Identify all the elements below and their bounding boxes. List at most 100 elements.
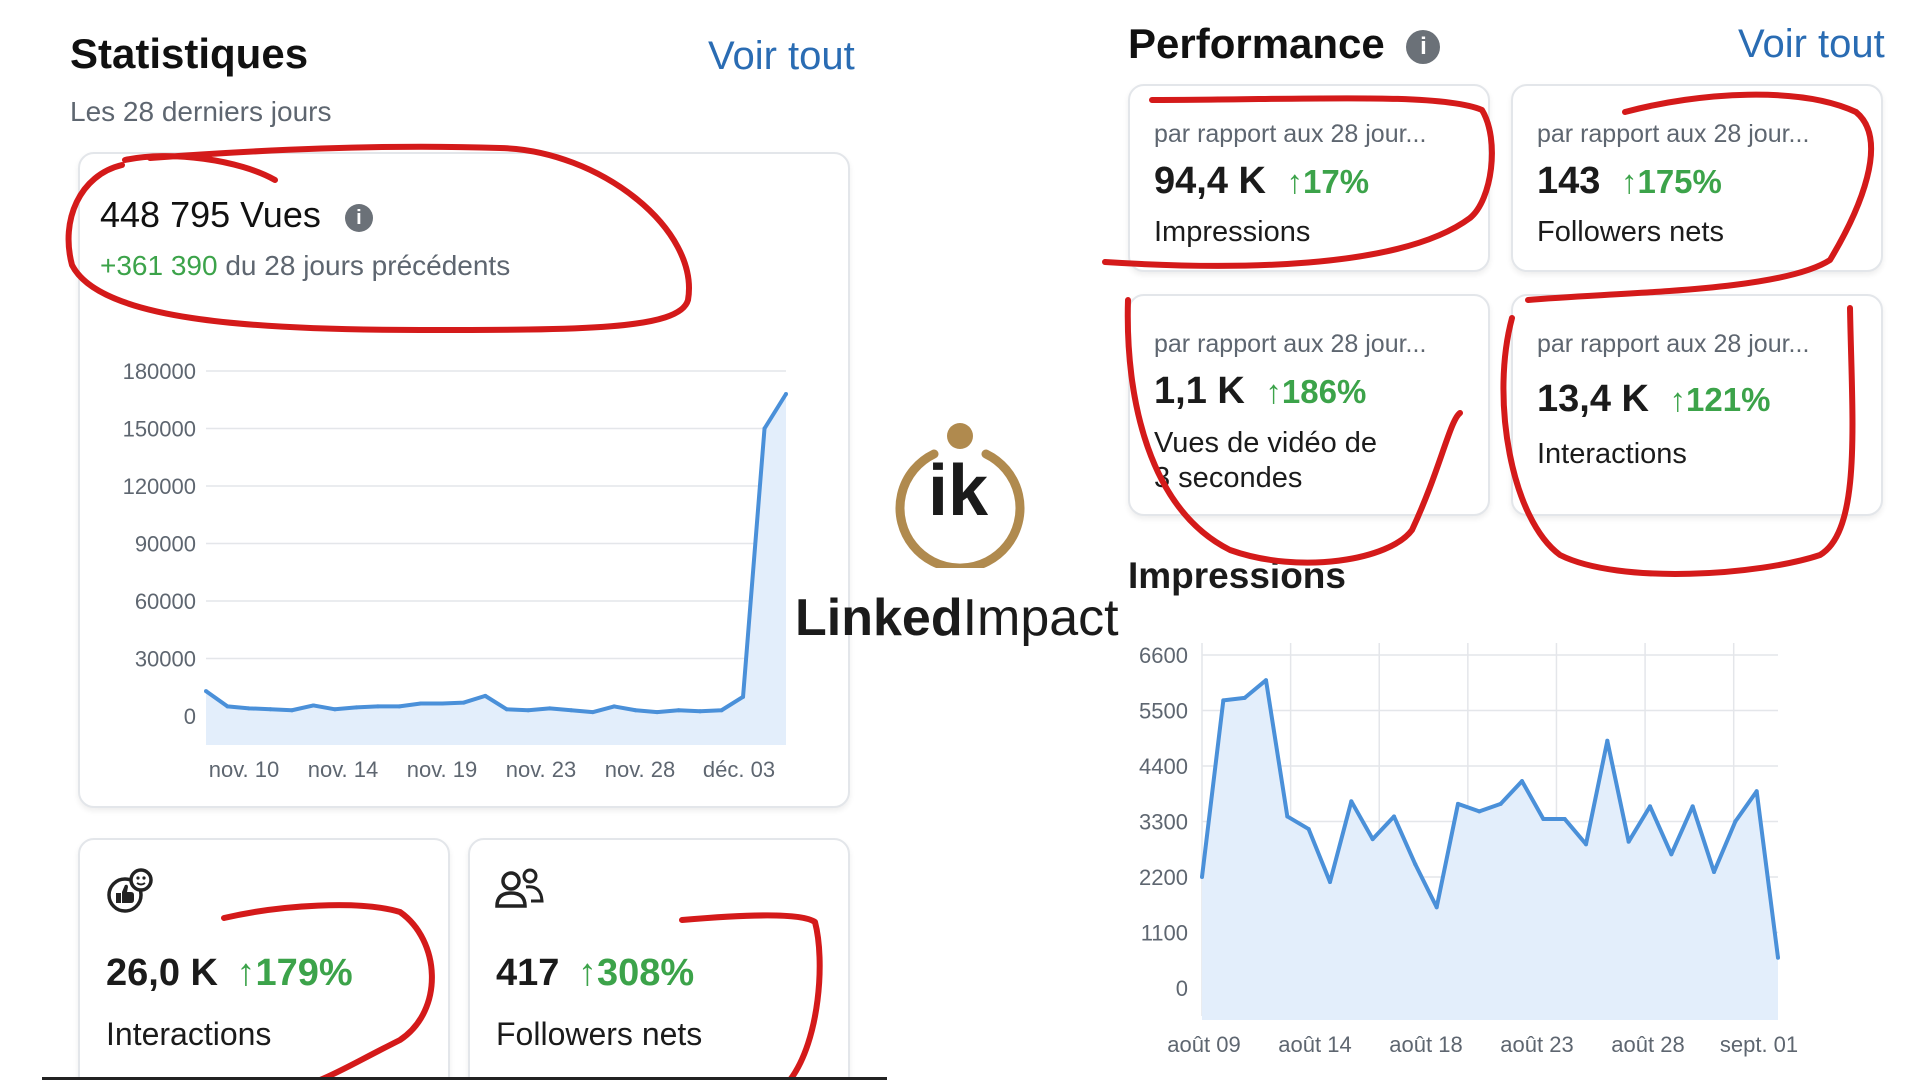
impressions-chart-title: Impressions [1128,555,1346,596]
data-point [289,708,294,713]
views-delta-text: du 28 jours précédents [225,250,511,281]
x-tick-label: août 14 [1278,1032,1351,1057]
data-point [1328,880,1332,885]
views-total: 448 795 Vues i [100,194,373,236]
info-icon[interactable]: i [344,204,373,232]
data-point [1520,779,1524,784]
metric-card-interactions[interactable]: par rapport aux 28 jour... 13,4 K ↑121% … [1511,294,1883,516]
y-tick-label: 180000 [123,359,196,384]
left-see-all-link[interactable]: Voir tout [708,34,855,78]
data-point [1434,905,1439,910]
data-point [1242,695,1247,700]
metric-label: Impressions [1154,216,1311,248]
followers-change: ↑308% [577,952,695,994]
data-point [569,708,574,713]
x-tick-label: août 09 [1167,1032,1240,1057]
x-tick-label: nov. 14 [308,757,379,782]
people-icon [495,868,544,908]
logo-monogram: ik [927,451,989,531]
data-point [1733,819,1738,824]
y-tick-label: 90000 [135,532,196,557]
data-point [461,700,466,705]
data-point [1264,678,1268,683]
data-point [268,707,273,712]
interactions-tile[interactable]: 26,0 K ↑179% Interactions [78,838,450,1080]
series-line [1200,678,1780,958]
views-delta: +361 390 du 28 jours précédents [100,250,510,282]
data-point [1605,738,1610,743]
impressions-chart: 0 1100 2200 3300 4400 5500 6600 août 09 août 14 a… [1139,643,1798,1057]
logo-wordmark: LinkedImpact [795,588,1119,648]
data-point [719,708,724,713]
x-tick-label: nov. 28 [605,757,676,782]
performance-info-icon[interactable]: i [1406,30,1441,64]
data-point [526,708,531,713]
data-point [590,710,595,715]
metric-caption: par rapport aux 28 jour... [1537,330,1810,358]
views-total-value: 448 795 Vues [100,194,321,235]
data-point [1648,804,1652,809]
series-area [1202,680,1778,1020]
data-point [246,706,251,711]
y-tick-label: 0 [184,704,196,729]
data-point [676,708,681,713]
data-point [655,710,660,715]
metric-caption: par rapport aux 28 jour... [1154,120,1427,148]
metric-card-followers[interactable]: par rapport aux 28 jour... 143 ↑175% Fol… [1511,84,1883,272]
x-tick-label: sept. 01 [1720,1032,1798,1057]
data-point [547,706,552,711]
logo-emblem [895,423,1025,568]
series-line [204,392,788,715]
data-point [698,709,703,714]
y-tick-label: 3300 [1139,810,1188,835]
data-point [1285,814,1290,819]
metric-change: ↑121% [1669,381,1771,418]
period-subtitle: Les 28 derniers jours [70,96,332,127]
data-point [375,704,380,709]
interactions-tile-value: 26,0 K ↑179% [106,952,353,995]
data-point [784,392,788,396]
data-point [1712,869,1716,874]
data-point [204,689,208,694]
data-point [1498,801,1503,806]
x-tick-label: nov. 10 [209,757,280,782]
x-tick-label: nov. 19 [407,757,478,782]
baseline-rule [42,1077,887,1080]
logo-word-linked: Linked [795,589,963,647]
y-tick-label: 5500 [1139,699,1188,724]
metric-card-video-views[interactable]: par rapport aux 28 jour... 1,1 K ↑186% V… [1128,294,1490,516]
metric-caption: par rapport aux 28 jour... [1154,330,1427,358]
data-point [1541,816,1546,821]
x-tick-label: août 28 [1611,1032,1684,1057]
y-tick-label: 150000 [123,417,196,442]
data-point [1392,814,1396,819]
data-point [397,704,402,709]
data-point [225,704,230,709]
views-chart: 0 30000 60000 90000 120000 150000 180000 nov. 1… [123,359,788,782]
interactions-label: Interactions [106,1016,272,1052]
data-point [1200,875,1204,879]
y-tick-label: 60000 [135,589,196,614]
x-tick-label: nov. 23 [506,757,577,782]
right-see-all-link[interactable]: Voir tout [1738,22,1885,66]
logo-word-impact: Impact [962,589,1119,647]
y-tick-label: 1100 [1141,921,1188,946]
data-point [1477,809,1482,814]
metric-card-impressions[interactable]: par rapport aux 28 jour... 94,4 K ↑17% I… [1128,84,1490,272]
y-tick-label: 2200 [1139,865,1188,890]
data-point [633,708,638,713]
metric-label: Followers nets [1537,216,1724,248]
thumbs-up-reaction-icon [107,868,153,913]
metric-value-row: 94,4 K ↑17% [1154,160,1369,203]
data-point [504,707,509,712]
data-point [1221,698,1226,703]
data-point [1413,862,1418,867]
performance-title-text: Performance [1128,20,1385,67]
data-point [483,693,488,698]
data-point [1349,799,1354,804]
y-tick-label: 30000 [135,647,196,672]
followers-tile-value: 417 ↑308% [496,952,694,995]
metric-value-row: 1,1 K ↑186% [1154,370,1366,413]
followers-tile[interactable]: 417 ↑308% Followers nets [468,838,850,1080]
followers-value: 417 [496,952,560,994]
